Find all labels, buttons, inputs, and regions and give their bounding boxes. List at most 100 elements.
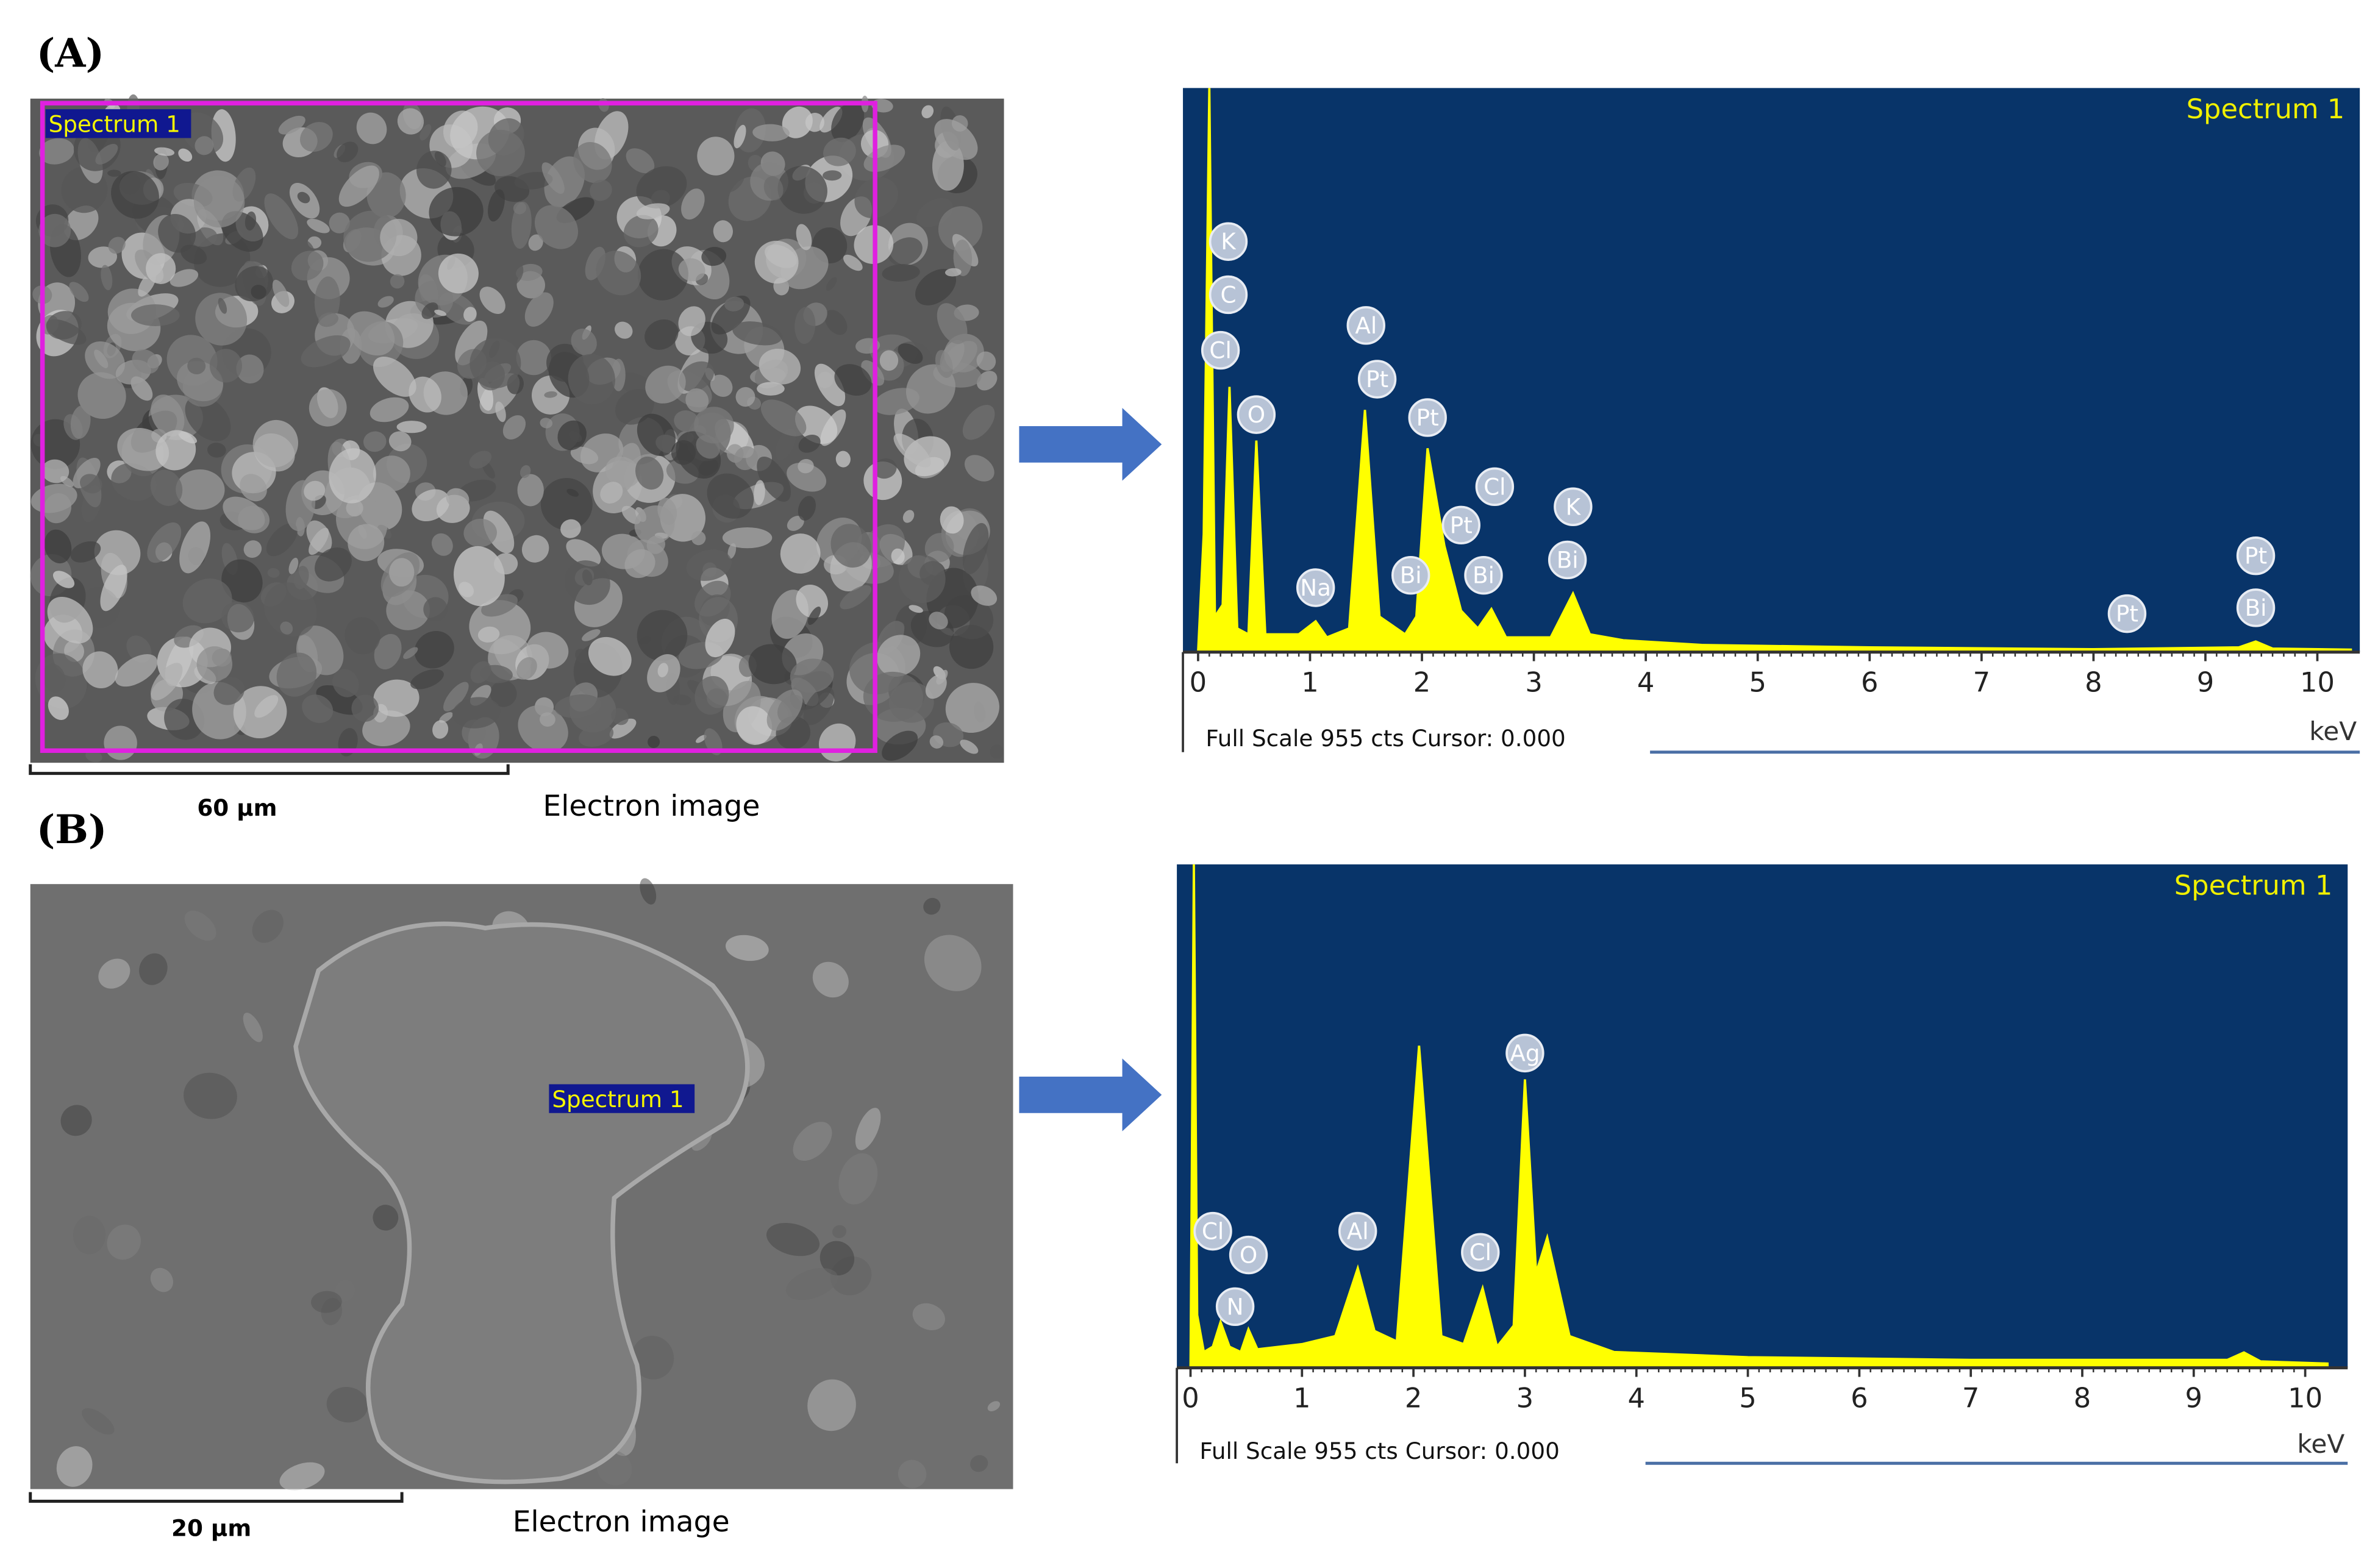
texture-grain bbox=[615, 321, 633, 339]
texture-grain bbox=[335, 1280, 355, 1302]
peak-label: Na bbox=[1300, 574, 1331, 601]
texture-grain bbox=[176, 469, 225, 510]
x-tick-label: 1 bbox=[1293, 1381, 1310, 1414]
texture-grain bbox=[934, 119, 978, 160]
texture-grain bbox=[520, 465, 531, 479]
peak-marker bbox=[1346, 306, 1385, 345]
texture-grain bbox=[373, 679, 420, 717]
x-tick-label: 5 bbox=[1749, 666, 1766, 698]
texture-grain bbox=[748, 644, 797, 685]
texture-grain bbox=[388, 431, 412, 452]
texture-grain bbox=[502, 415, 526, 440]
texture-grain bbox=[267, 568, 280, 578]
x-tick-label: 10 bbox=[2300, 666, 2335, 698]
texture-grain bbox=[960, 739, 979, 754]
texture-grain bbox=[297, 191, 310, 204]
texture-grain bbox=[314, 276, 340, 325]
texture-grain bbox=[132, 349, 159, 374]
texture-grain bbox=[492, 256, 524, 288]
texture-grain bbox=[757, 456, 791, 502]
texture-grain bbox=[409, 376, 441, 413]
texture-grain bbox=[624, 549, 655, 579]
texture-grain bbox=[46, 311, 82, 340]
arrow bbox=[1019, 1058, 1162, 1131]
texture-grain bbox=[516, 340, 551, 376]
texture-grain bbox=[945, 683, 999, 733]
texture-grain bbox=[107, 1224, 141, 1260]
peak-label: Pt bbox=[1366, 366, 1388, 393]
texture-grain bbox=[785, 1268, 838, 1300]
texture-grain bbox=[898, 555, 946, 604]
texture-grain bbox=[35, 653, 87, 709]
texture-grain bbox=[623, 215, 659, 248]
peak-marker bbox=[2236, 588, 2276, 627]
texture-grain bbox=[596, 251, 641, 296]
texture-grain bbox=[346, 499, 363, 517]
texture-grain bbox=[452, 697, 501, 729]
texture-grain bbox=[196, 646, 233, 682]
texture-grain bbox=[326, 1386, 368, 1423]
peak-marker bbox=[1209, 222, 1248, 261]
texture-grain bbox=[513, 202, 527, 215]
texture-grain bbox=[77, 372, 126, 419]
texture-grain bbox=[429, 187, 484, 237]
texture-grain bbox=[421, 302, 438, 319]
texture-grain bbox=[987, 1401, 1001, 1411]
texture-grain bbox=[678, 258, 705, 282]
texture-grain bbox=[929, 611, 948, 630]
texture-grain bbox=[937, 303, 968, 344]
texture-grain bbox=[517, 474, 544, 507]
texture-grain bbox=[302, 694, 334, 723]
texture-grain bbox=[281, 640, 295, 655]
peak-label: Cl bbox=[1202, 1218, 1224, 1245]
texture-grain bbox=[636, 166, 687, 208]
texture-grain bbox=[366, 172, 406, 218]
texture-grain bbox=[44, 529, 72, 564]
texture-grain bbox=[823, 170, 842, 181]
x-tick-label: 3 bbox=[1516, 1381, 1534, 1414]
texture-grain bbox=[782, 106, 813, 138]
texture-grain bbox=[318, 312, 338, 327]
texture-grain bbox=[964, 455, 994, 482]
texture-grain bbox=[184, 910, 216, 941]
texture-grain bbox=[56, 1446, 93, 1487]
texture-grain bbox=[573, 141, 612, 184]
texture-grain bbox=[541, 162, 565, 194]
texture-grain bbox=[95, 143, 118, 165]
x-tick-label: 3 bbox=[1525, 666, 1542, 698]
texture-grain bbox=[272, 279, 290, 307]
texture-grain bbox=[343, 210, 397, 262]
texture-grain bbox=[752, 124, 790, 141]
texture-grain bbox=[98, 958, 130, 989]
texture-grain bbox=[763, 176, 784, 201]
texture-grain bbox=[130, 304, 180, 327]
peak-label: Pt bbox=[1416, 404, 1439, 431]
texture-grain bbox=[79, 474, 102, 494]
texture-grain bbox=[111, 171, 159, 219]
texture-grain bbox=[70, 405, 91, 439]
texture-grain bbox=[921, 105, 934, 118]
texture-grain bbox=[794, 307, 816, 344]
texture-grain bbox=[41, 459, 70, 483]
x-unit: keV bbox=[2309, 716, 2357, 746]
texture-grain bbox=[638, 636, 652, 645]
texture-grain bbox=[646, 535, 665, 554]
texture-grain bbox=[618, 372, 654, 396]
texture-grain bbox=[117, 427, 170, 471]
panel-label: (A) bbox=[37, 30, 104, 77]
texture-grain bbox=[301, 335, 351, 368]
texture-grain bbox=[69, 282, 89, 302]
texture-grain bbox=[52, 571, 75, 588]
x-tick-label: 5 bbox=[1739, 1381, 1756, 1414]
peak-marker bbox=[1296, 568, 1335, 607]
texture-grain bbox=[309, 389, 347, 427]
texture-grain bbox=[777, 166, 827, 214]
texture-grain bbox=[560, 519, 581, 538]
texture-grain bbox=[570, 446, 599, 465]
image-tag: Spectrum 1 bbox=[552, 1086, 684, 1113]
texture-grain bbox=[115, 654, 158, 687]
peak-marker bbox=[1193, 1211, 1232, 1251]
texture-grain bbox=[454, 546, 505, 607]
texture-grain bbox=[47, 596, 93, 644]
